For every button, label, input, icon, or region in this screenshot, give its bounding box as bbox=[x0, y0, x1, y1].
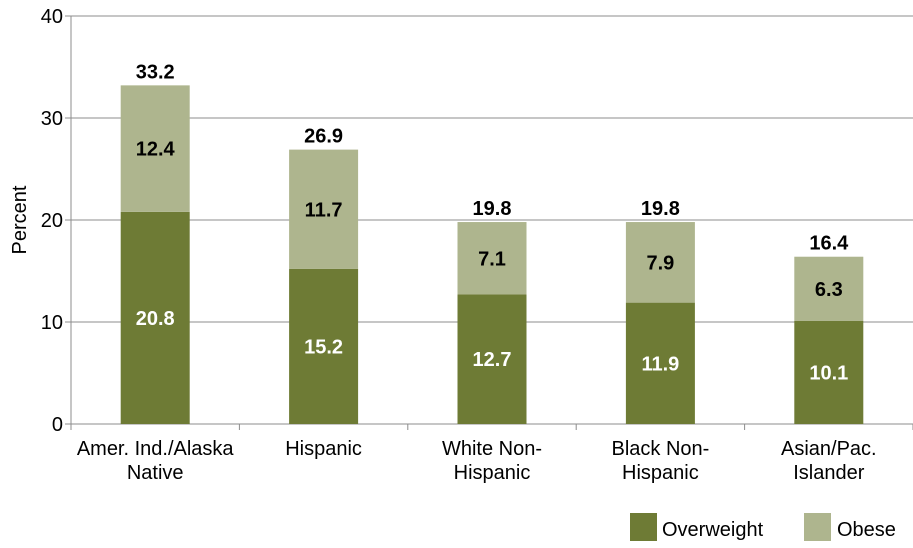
data-label-overweight: 12.7 bbox=[473, 349, 512, 371]
y-axis-ticks: 0 10 20 30 40 bbox=[41, 6, 71, 436]
legend-swatch bbox=[630, 513, 657, 541]
data-label-obese: 7.1 bbox=[478, 248, 506, 270]
bar-overweight bbox=[457, 294, 527, 424]
y-tick-label: 30 bbox=[41, 108, 63, 130]
bar-obese bbox=[120, 85, 190, 212]
bar-overweight bbox=[289, 268, 359, 424]
x-category-label: Hispanic bbox=[622, 462, 699, 484]
data-label-obese: 6.3 bbox=[815, 279, 843, 301]
bar-obese bbox=[457, 222, 527, 295]
data-label-obese: 7.9 bbox=[646, 252, 674, 274]
data-label-overweight: 11.9 bbox=[641, 353, 679, 375]
y-axis-label: Percent bbox=[9, 185, 31, 254]
legend-label: Overweight bbox=[662, 519, 764, 541]
x-category-label: Hispanic bbox=[285, 438, 362, 460]
data-label-overweight: 20.8 bbox=[136, 308, 175, 330]
legend: Overweight Obese bbox=[630, 513, 896, 541]
y-tick-label: 0 bbox=[52, 414, 63, 436]
legend-label: Obese bbox=[837, 519, 896, 541]
x-category-label: White Non- bbox=[442, 438, 542, 460]
data-label-overweight: 10.1 bbox=[809, 362, 848, 384]
data-label-total: 26.9 bbox=[304, 126, 343, 148]
data-label-total: 33.2 bbox=[136, 61, 175, 83]
y-tick-label: 40 bbox=[41, 6, 63, 28]
data-label-total: 19.8 bbox=[641, 198, 680, 220]
y-tick-label: 20 bbox=[41, 210, 63, 232]
x-category-label: Asian/Pac. bbox=[781, 438, 877, 460]
bar-overweight bbox=[625, 302, 695, 424]
bar-obese bbox=[794, 256, 864, 321]
legend-swatch bbox=[804, 513, 831, 541]
data-label-obese: 11.7 bbox=[305, 199, 343, 221]
bar-obese bbox=[289, 149, 359, 269]
bars bbox=[120, 85, 864, 424]
x-category-label: Native bbox=[127, 462, 184, 484]
bar-obese bbox=[625, 222, 695, 303]
x-category-label: Amer. Ind./Alaska bbox=[77, 438, 235, 460]
data-label-overweight: 15.2 bbox=[304, 336, 343, 358]
bar-overweight bbox=[794, 320, 864, 424]
y-tick-label: 10 bbox=[41, 312, 63, 334]
data-labels: 20.8 12.4 33.2 15.2 11.7 26.9 12.7 7.1 19.8 11.9 7… bbox=[136, 61, 849, 384]
data-label-total: 19.8 bbox=[473, 198, 512, 220]
x-category-label: Black Non- bbox=[611, 438, 709, 460]
x-category-label: Islander bbox=[793, 462, 864, 484]
x-category-label: Hispanic bbox=[454, 462, 531, 484]
data-label-total: 16.4 bbox=[809, 233, 849, 255]
data-label-obese: 12.4 bbox=[136, 139, 176, 161]
bar-overweight bbox=[120, 211, 190, 424]
